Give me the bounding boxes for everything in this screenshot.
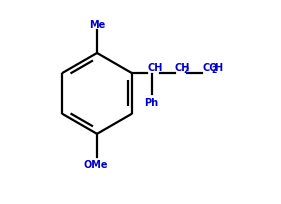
Text: CH: CH xyxy=(175,62,190,72)
Text: CH: CH xyxy=(147,62,163,72)
Text: 2: 2 xyxy=(184,66,189,75)
Text: OMe: OMe xyxy=(84,159,108,169)
Text: Me: Me xyxy=(89,20,105,30)
Text: CO: CO xyxy=(202,62,218,72)
Text: Ph: Ph xyxy=(145,98,159,108)
Text: 2: 2 xyxy=(211,66,216,75)
Text: H: H xyxy=(214,62,222,72)
